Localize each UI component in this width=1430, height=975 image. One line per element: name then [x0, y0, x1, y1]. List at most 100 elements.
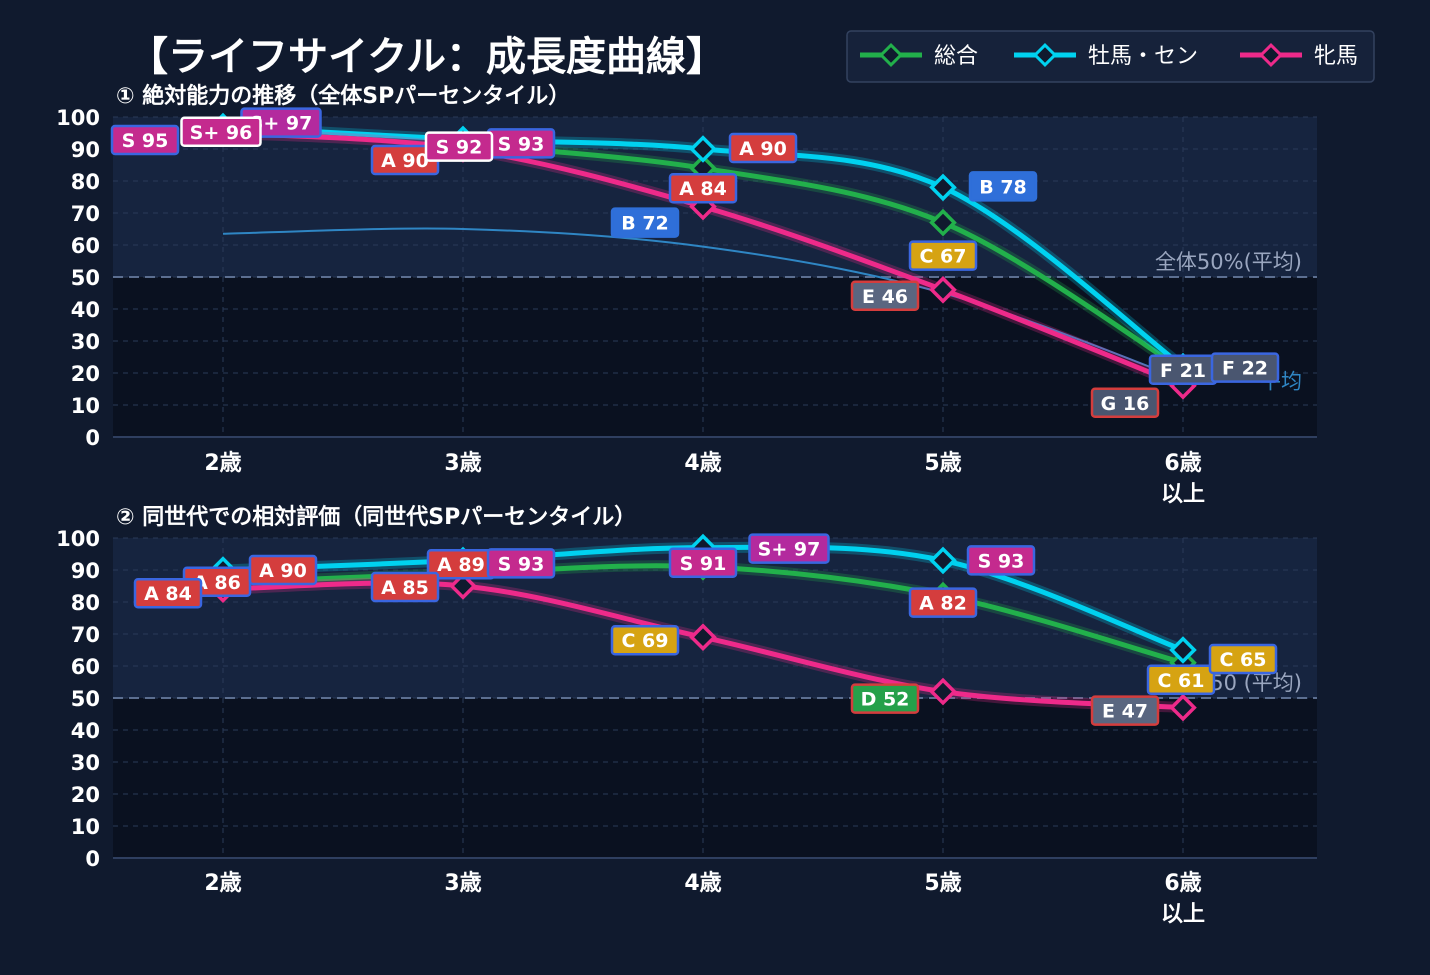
- data-label-female: A 84: [133, 577, 203, 609]
- legend-marker-female: [1258, 42, 1284, 68]
- data-label-extra-box: [424, 131, 494, 162]
- legend-item-overall: 総合: [860, 42, 978, 69]
- data-label-extra-text: S+ 96: [190, 122, 253, 144]
- y-tick-label: 70: [71, 623, 100, 647]
- data-label-overall-box: [908, 587, 978, 618]
- legend-box: [846, 30, 1375, 83]
- y-tick-label: 100: [56, 106, 100, 130]
- data-label-male-box: [1210, 352, 1280, 383]
- data-label-female-box: [610, 207, 680, 238]
- data-label-male-text: S 93: [498, 553, 545, 575]
- y-tick-label: 80: [71, 591, 100, 615]
- x-tick-label: 4歳: [684, 871, 721, 896]
- data-label-female: A 85: [370, 571, 440, 603]
- data-point-overall: [929, 208, 957, 237]
- x-tick-label: 3歳: [444, 451, 481, 476]
- data-label-male: F 22: [1210, 352, 1280, 383]
- data-label-overall-box: [908, 240, 978, 271]
- data-label-overall-box: [1146, 664, 1216, 696]
- data-label-male-box: [966, 545, 1036, 576]
- panel-title: ① 絶対能力の推移（全体SPパーセンタイル）: [116, 83, 570, 109]
- y-tick-label: 30: [71, 330, 100, 354]
- data-point-male: [689, 135, 717, 163]
- legend-marker-male: [1032, 42, 1058, 68]
- average-reference-label: 全体50%(平均): [1155, 250, 1302, 274]
- data-label-male: C 65: [1208, 643, 1278, 675]
- data-label-overall-text: A 86: [193, 572, 241, 594]
- data-label-female: D 52: [850, 683, 920, 714]
- data-label-overall-text: A 84: [679, 178, 727, 200]
- y-tick-label: 20: [71, 362, 100, 386]
- panel-absolute: ① 絶対能力の推移（全体SPパーセンタイル） 0 10 20 30 40 50 60 70 80 9…: [56, 83, 1317, 507]
- data-label-male-text: A 90: [259, 560, 307, 582]
- data-label-female-text: C 69: [622, 630, 669, 652]
- data-label-overall: C 61: [1146, 664, 1216, 696]
- data-label-male-text: S+ 97: [250, 113, 313, 135]
- data-label-male-text: A 90: [739, 138, 787, 160]
- y-tick-label: 80: [71, 170, 100, 194]
- data-label-female-box: [1090, 695, 1160, 726]
- x-tick-label: 2歳: [204, 451, 241, 476]
- data-label-female-text: S 95: [122, 130, 169, 152]
- data-label-female: G 16: [1090, 387, 1160, 419]
- data-label-male-text: S 93: [978, 550, 1025, 572]
- data-label-extra-box: [180, 116, 262, 148]
- data-label-female: E 46: [850, 280, 920, 312]
- y-tick-label: 60: [71, 234, 100, 258]
- data-label-male: S 93: [486, 548, 556, 579]
- legend: 総合 牡馬・セン 牝馬: [846, 30, 1375, 83]
- data-label-male-text: F 22: [1222, 358, 1268, 380]
- y-tick-label: 40: [71, 719, 100, 743]
- data-label-female-text: D 52: [861, 689, 910, 711]
- panel-title: ② 同世代での相対評価（同世代SPパーセンタイル）: [116, 504, 636, 530]
- y-tick-label: 90: [71, 138, 100, 162]
- data-label-overall: A 82: [908, 587, 978, 618]
- data-label-female-text: A 90: [381, 150, 429, 172]
- y-tick-label: 50: [71, 266, 100, 290]
- data-label-male: S+ 97: [748, 533, 830, 564]
- data-point-female: [449, 572, 477, 600]
- x-tick-label: 3歳: [444, 871, 481, 896]
- data-label-overall-text: A 89: [437, 554, 485, 576]
- y-tick-label: 10: [71, 394, 100, 418]
- data-label-male: S 93: [966, 545, 1036, 576]
- x-tick-label: 5歳: [924, 451, 961, 476]
- data-label-overall: S 91: [668, 547, 738, 579]
- data-label-male: A 90: [728, 132, 798, 164]
- legend-label-male: 牡馬・セン: [1088, 44, 1198, 69]
- data-label-extra: S 92: [424, 131, 494, 162]
- data-label-female-text: A 85: [381, 577, 429, 599]
- legend-item-male: 牡馬・セン: [1014, 42, 1198, 69]
- data-point-male: [1169, 636, 1197, 664]
- data-label-male-text: S+ 97: [758, 539, 821, 561]
- data-label-female-box: [850, 280, 920, 312]
- data-label-male-box: [728, 132, 798, 164]
- data-label-extra-text: S 92: [436, 137, 483, 159]
- series-line-overall: [460, 141, 1186, 373]
- data-label-female-box: [370, 571, 440, 603]
- data-label-male-box: [486, 548, 556, 579]
- data-label-female-box: [110, 124, 180, 156]
- y-tick-label: 20: [71, 783, 100, 807]
- data-point-female: [929, 276, 957, 304]
- data-point-female: [689, 623, 717, 651]
- data-label-female-box: [1090, 387, 1160, 419]
- data-point-male: [929, 173, 957, 202]
- data-label-overall-text: C 61: [1158, 670, 1205, 692]
- y-tick-label: 100: [56, 527, 100, 551]
- data-label-male: S 93: [486, 128, 556, 159]
- data-point-female: [1169, 693, 1197, 722]
- data-label-female-box: [610, 624, 680, 656]
- y-tick-label: 60: [71, 655, 100, 679]
- data-label-male-box: [1208, 643, 1278, 675]
- y-tick-label: 30: [71, 751, 100, 775]
- y-tick-label: 70: [71, 202, 100, 226]
- data-label-male-box: [968, 171, 1038, 202]
- data-label-overall: C 67: [908, 240, 978, 271]
- data-label-male-box: [248, 554, 318, 586]
- data-label-extra: S+ 96: [180, 116, 262, 148]
- data-label-overall-text: S 91: [680, 553, 727, 575]
- y-tick-label: 10: [71, 815, 100, 839]
- data-label-overall: A 84: [668, 172, 738, 204]
